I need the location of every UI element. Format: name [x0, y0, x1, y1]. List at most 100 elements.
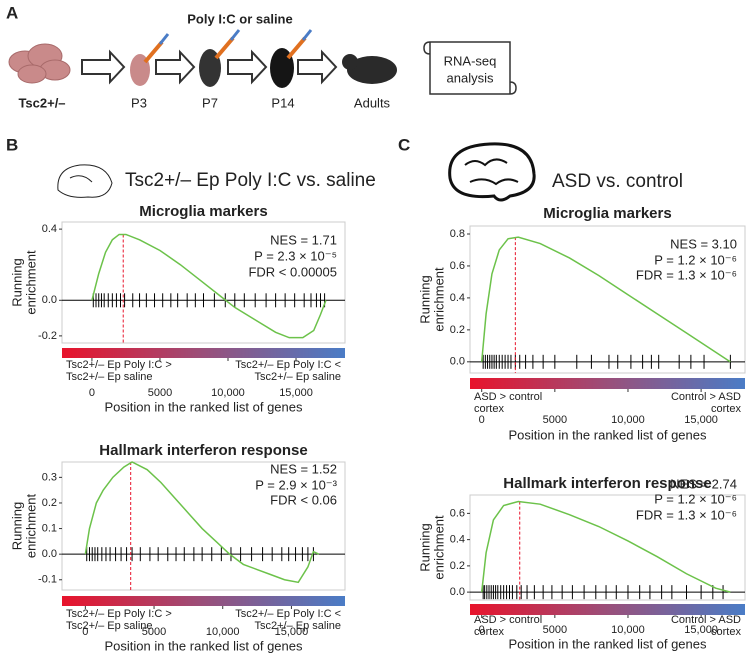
- stage-label: Adults: [354, 95, 391, 110]
- chart-title: Hallmark interferon response: [503, 475, 711, 492]
- annotation: P = 1.2 × 10⁻⁶: [654, 252, 737, 267]
- y-tick-label: 0.4: [450, 534, 465, 546]
- x-axis-label: Position in the ranked list of genes: [104, 399, 303, 414]
- genotype-label: Tsc2+/–: [18, 95, 65, 110]
- annotation: NES = 1.71: [270, 232, 337, 247]
- gradient-label: Tsc2+/– Ep Poly I:C <: [235, 608, 341, 620]
- y-axis-label: enrichment: [23, 493, 38, 558]
- x-axis-label: Position in the ranked list of genes: [508, 636, 707, 651]
- enrichment-line: [91, 233, 327, 339]
- x-tick-label: 0: [82, 626, 88, 638]
- y-axis-label: Running: [9, 258, 24, 306]
- x-axis-label: Position in the ranked list of genes: [508, 427, 707, 442]
- y-tick-label: 0.4: [450, 292, 465, 304]
- y-tick-label: 0.2: [450, 560, 465, 572]
- annotation: FDR = 1.3 × 10⁻⁶: [636, 507, 737, 522]
- gradient-label: ASD > control: [474, 391, 542, 403]
- rank-gradient: [470, 604, 745, 615]
- y-tick-label: 0.6: [450, 507, 465, 519]
- y-tick-label: -0.2: [38, 330, 57, 342]
- annotation: P = 1.2 × 10⁻⁶: [654, 491, 737, 506]
- x-tick-label: 5000: [148, 387, 172, 399]
- x-tick-label: 0: [479, 624, 485, 636]
- gradient-label: Control > ASD: [671, 614, 741, 626]
- annotation: P = 2.3 × 10⁻⁵: [254, 248, 337, 263]
- gradient-label: cortex: [474, 403, 504, 415]
- y-tick-label: 0.3: [42, 471, 57, 483]
- y-tick-label: 0.1: [42, 522, 57, 534]
- panel-heading: Tsc2+/– Ep Poly I:C vs. saline: [125, 170, 376, 191]
- annotation: NES = 1.52: [270, 461, 337, 476]
- chart-title: Microglia markers: [139, 203, 267, 220]
- syringe-barrels: [158, 29, 313, 45]
- annotation: P = 2.9 × 10⁻³: [255, 477, 337, 492]
- output-label: RNA-seq: [444, 53, 497, 68]
- y-tick-label: 0.0: [42, 294, 57, 306]
- gradient-label: cortex: [474, 626, 504, 638]
- gradient-label: Tsc2+/– Ep Poly I:C >: [66, 359, 172, 371]
- y-axis-label: enrichment: [431, 267, 446, 332]
- y-tick-label: 0.2: [42, 497, 57, 509]
- x-tick-label: 15,000: [279, 387, 313, 399]
- annotation: NES = 2.74: [670, 476, 737, 491]
- y-tick-label: 0.0: [42, 548, 57, 560]
- x-tick-label: 0: [479, 414, 485, 426]
- rank-gradient: [62, 596, 345, 606]
- enrichment-line: [84, 461, 320, 584]
- stage-label: P14: [271, 95, 294, 110]
- human-brain-icon: [448, 142, 536, 202]
- y-axis-label: enrichment: [431, 515, 446, 580]
- pups-illustration: [8, 43, 71, 84]
- scroll-icon: [423, 41, 517, 95]
- x-tick-label: 5000: [543, 414, 567, 426]
- y-axis-label: Running: [417, 275, 432, 323]
- x-tick-label: 10,000: [611, 624, 645, 636]
- output-label: analysis: [447, 70, 494, 85]
- gradient-label: Tsc2+/– Ep saline: [254, 620, 341, 632]
- enrichment-line: [480, 236, 731, 363]
- stage-label: P7: [202, 95, 218, 110]
- y-tick-label: 0.4: [42, 223, 57, 235]
- stage-label: P3: [131, 95, 147, 110]
- plot-frame: [469, 494, 746, 601]
- x-tick-label: 5000: [142, 626, 166, 638]
- chart-title: Hallmark interferon response: [99, 442, 307, 459]
- panel-heading: ASD vs. control: [552, 171, 683, 192]
- rank-gradient: [470, 378, 745, 389]
- syringes: [143, 36, 307, 64]
- x-tick-label: 10,000: [611, 414, 645, 426]
- annotation: FDR = 1.3 × 10⁻⁶: [636, 267, 737, 282]
- y-axis-label: enrichment: [23, 250, 38, 315]
- y-tick-label: 0.8: [450, 228, 465, 240]
- panel-a-title: Poly I:C or saline: [187, 11, 292, 26]
- y-tick-label: 0.0: [450, 356, 465, 368]
- x-tick-label: 5000: [543, 624, 567, 636]
- x-tick-label: 15,000: [275, 626, 309, 638]
- gradient-label: cortex: [711, 626, 741, 638]
- rank-gradient: [62, 348, 345, 358]
- y-tick-label: 0.0: [450, 586, 465, 598]
- annotation: FDR < 0.06: [270, 492, 337, 507]
- enrichment-line: [480, 500, 731, 593]
- x-tick-label: 15,000: [684, 624, 718, 636]
- gradient-label: Control > ASD: [671, 391, 741, 403]
- annotation: NES = 3.10: [670, 236, 737, 251]
- annotation: FDR < 0.00005: [248, 264, 337, 279]
- mouse-brain-icon: [57, 164, 113, 198]
- y-tick-label: -0.1: [38, 574, 57, 586]
- gradient-label: Tsc2+/– Ep saline: [66, 371, 153, 383]
- gradient-label: ASD > control: [474, 614, 542, 626]
- gradient-label: Tsc2+/– Ep Poly I:C >: [66, 608, 172, 620]
- panel-label: B: [6, 135, 18, 154]
- arrows: [81, 49, 338, 85]
- x-tick-label: 0: [89, 387, 95, 399]
- y-axis-label: Running: [417, 523, 432, 571]
- chart-title: Microglia markers: [543, 205, 671, 222]
- gradient-label: Tsc2+/– Ep saline: [254, 371, 341, 383]
- y-tick-label: 0.6: [450, 260, 465, 272]
- y-axis-label: Running: [9, 502, 24, 550]
- gradient-label: Tsc2+/– Ep saline: [66, 620, 153, 632]
- panel-label: A: [6, 3, 18, 22]
- x-tick-label: 10,000: [206, 626, 240, 638]
